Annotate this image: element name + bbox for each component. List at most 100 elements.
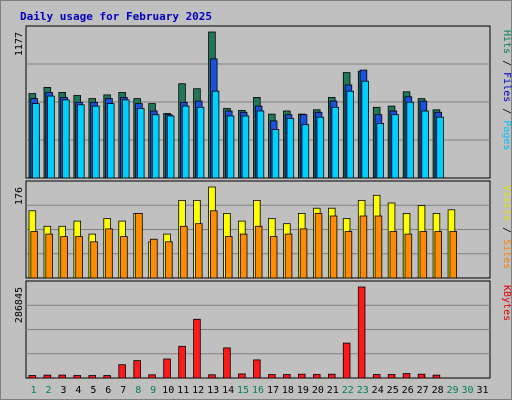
bar-pages-day-19 (301, 124, 310, 179)
legend-entry: Pages (501, 120, 512, 150)
bar-kbytes-day-11 (178, 345, 186, 379)
bar-kbytes-day-14 (223, 347, 231, 379)
legend-entry: Files (501, 72, 512, 102)
bar-pages-day-9 (151, 114, 160, 179)
bar-sites-day-21 (329, 215, 338, 279)
day-label-4: 4 (75, 385, 81, 396)
day-label-22: 22 (342, 385, 354, 396)
bar-sites-day-13 (209, 210, 218, 279)
legend-entry: KBytes (501, 285, 512, 321)
bar-pages-day-28 (436, 116, 444, 179)
bar-kbytes-day-27 (417, 373, 426, 379)
bar-pages-day-4 (77, 104, 85, 179)
day-label-9: 9 (150, 385, 156, 396)
day-label-14: 14 (222, 385, 234, 396)
bar-kbytes-day-17 (268, 374, 276, 379)
bar-pages-day-13 (211, 90, 220, 179)
legend-entry: / (501, 221, 512, 239)
bar-kbytes-day-20 (312, 374, 321, 379)
bar-kbytes-day-24 (372, 374, 381, 379)
bar-pages-day-10 (166, 115, 175, 179)
bar-kbytes-day-4 (73, 375, 82, 379)
day-label-17: 17 (267, 385, 279, 396)
bar-pages-day-17 (271, 129, 280, 179)
bar-kbytes-day-21 (327, 373, 336, 379)
bar-pages-day-8 (136, 108, 145, 179)
bar-pages-day-14 (226, 115, 235, 179)
bar-kbytes-day-13 (208, 374, 216, 379)
right-legend: KBytes (501, 285, 512, 321)
day-label-31: 31 (476, 385, 488, 396)
bar-sites-day-18 (284, 233, 293, 279)
bar-sites-day-11 (180, 225, 188, 279)
bar-sites-day-12 (194, 223, 203, 279)
day-label-26: 26 (402, 385, 414, 396)
bar-pages-day-25 (391, 114, 399, 179)
bar-kbytes-day-7 (118, 364, 126, 379)
day-label-2: 2 (45, 385, 51, 396)
bar-kbytes-day-1 (28, 375, 37, 379)
bar-sites-day-15 (239, 233, 248, 279)
day-label-30: 30 (461, 385, 473, 396)
bar-kbytes-day-2 (43, 374, 52, 379)
bar-kbytes-day-16 (253, 359, 261, 379)
chart-title: Daily usage for February 2025 (20, 10, 212, 23)
bar-sites-day-9 (150, 238, 158, 279)
bar-kbytes-day-10 (163, 358, 171, 379)
bar-pages-day-24 (376, 123, 384, 179)
bar-sites-day-1 (30, 231, 38, 279)
day-label-12: 12 (192, 385, 204, 396)
legend-entry: Hits (501, 30, 512, 54)
bar-sites-day-8 (135, 212, 143, 279)
bar-kbytes-day-28 (432, 374, 441, 379)
bar-kbytes-day-12 (193, 318, 201, 379)
day-label-25: 25 (387, 385, 399, 396)
bar-pages-day-22 (346, 90, 354, 179)
bar-sites-day-23 (359, 215, 368, 279)
day-label-24: 24 (372, 385, 384, 396)
day-label-20: 20 (312, 385, 324, 396)
bar-pages-day-27 (421, 110, 429, 179)
bar-pages-day-6 (107, 103, 115, 179)
day-label-27: 27 (417, 385, 429, 396)
legend-entry: Visits (501, 185, 512, 221)
legend-entry: / (501, 102, 512, 120)
bar-sites-day-2 (45, 233, 53, 279)
bar-sites-day-7 (120, 236, 128, 279)
day-label-28: 28 (432, 385, 444, 396)
day-label-13: 13 (207, 385, 219, 396)
day-label-16: 16 (252, 385, 264, 396)
day-label-5: 5 (90, 385, 96, 396)
right-legend: Visits / Sites (501, 185, 512, 269)
day-label-7: 7 (120, 385, 126, 396)
bar-pages-day-12 (196, 106, 205, 179)
bar-pages-day-16 (256, 110, 265, 179)
bar-sites-day-16 (254, 225, 263, 279)
bar-sites-day-28 (434, 231, 442, 279)
bar-sites-day-14 (224, 236, 233, 279)
bar-kbytes-day-26 (402, 373, 411, 379)
day-label-8: 8 (135, 385, 141, 396)
bar-kbytes-day-15 (238, 373, 246, 379)
bar-sites-day-6 (105, 228, 113, 279)
panel-hits: 1177 Hits / Files / Pages (14, 25, 512, 179)
bar-kbytes-day-5 (88, 375, 97, 379)
day-label-23: 23 (357, 385, 369, 396)
day-label-6: 6 (105, 385, 111, 396)
bar-sites-day-20 (314, 212, 323, 279)
bar-pages-day-5 (92, 105, 100, 179)
day-label-3: 3 (60, 385, 66, 396)
day-label-29: 29 (447, 385, 459, 396)
day-label-18: 18 (282, 385, 294, 396)
day-label-10: 10 (162, 385, 174, 396)
bar-kbytes-day-3 (58, 374, 67, 379)
right-legend: Hits / Files / Pages (501, 30, 512, 150)
day-labels: 1 2 3 4 5 6 7 8 9 10 11 12 13 14 15 16 17 18 19 20 21 22 23 24 2… (30, 385, 488, 396)
bar-pages-day-26 (406, 101, 414, 179)
bar-sites-day-5 (90, 241, 98, 279)
bar-kbytes-day-18 (283, 374, 291, 379)
bar-sites-day-4 (75, 236, 83, 279)
bar-pages-day-3 (62, 99, 70, 179)
